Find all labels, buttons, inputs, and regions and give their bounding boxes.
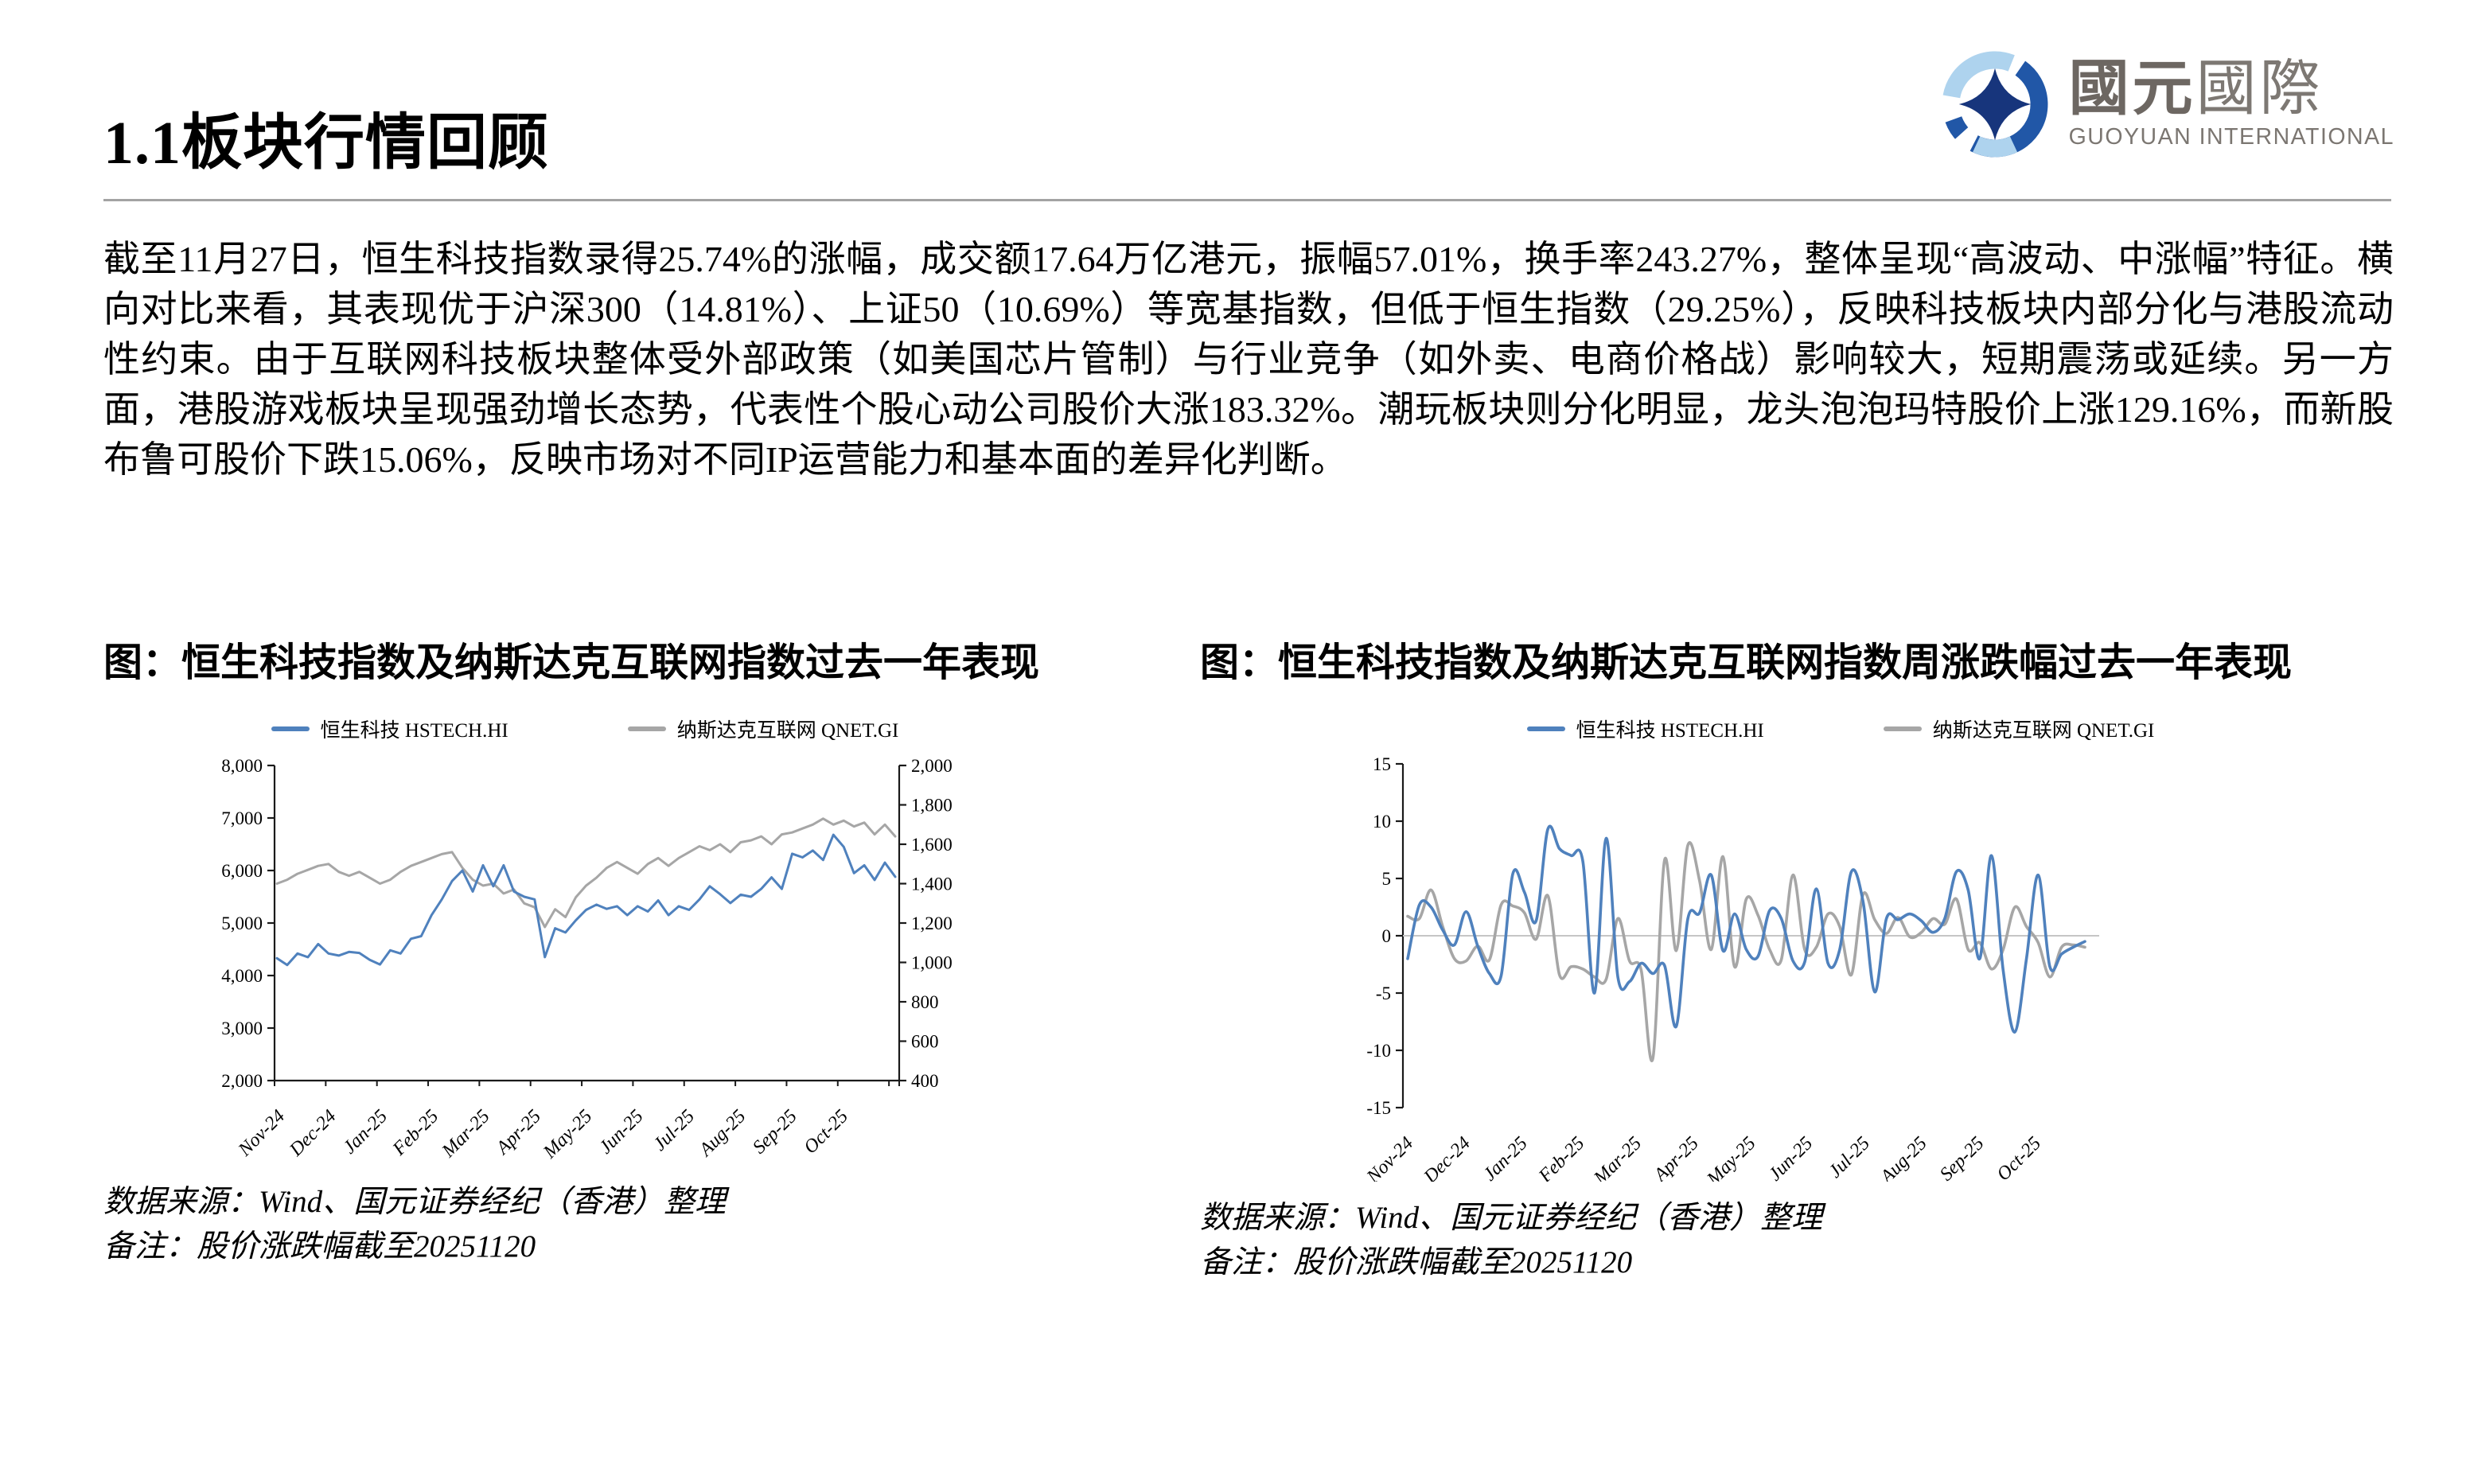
page-title: 1.1板块行情回顾 bbox=[103, 110, 549, 177]
hstech-qnet-price-chart: 2,000 3,000 4,000 5,000 6,000 7,000 8,000 400 60… bbox=[221, 756, 953, 1163]
price-chart-title: 图：恒生科技指数及纳斯达克互联网指数过去一年表现 bbox=[103, 641, 1040, 684]
logo-english-name: GUOYUAN INTERNATIONAL bbox=[2068, 123, 2394, 150]
price-chart-block: 图：恒生科技指数及纳斯达克互联网指数过去一年表现 恒生科技 HSTECH.HI … bbox=[103, 631, 1066, 1269]
weekly-chart-legend: 恒生科技 HSTECH.HI 纳斯达克互联网 QNET.GI bbox=[1200, 715, 2330, 743]
legend-item-qnet: 纳斯达克互联网 QNET.GI bbox=[627, 715, 899, 743]
svg-text:Dec-24: Dec-24 bbox=[286, 1106, 341, 1161]
svg-text:2,000: 2,000 bbox=[221, 1071, 263, 1091]
svg-text:Jul-25: Jul-25 bbox=[649, 1106, 699, 1155]
svg-text:-5: -5 bbox=[1376, 983, 1391, 1003]
remark-note: 备注：股价涨跌幅截至20251120 bbox=[1200, 1245, 1633, 1280]
svg-text:Nov-24: Nov-24 bbox=[1362, 1133, 1417, 1182]
legend-label-hstech: 恒生科技 HSTECH.HI bbox=[1576, 720, 1764, 742]
title-separator bbox=[103, 199, 2391, 201]
svg-text:5: 5 bbox=[1382, 869, 1392, 889]
svg-text:6,000: 6,000 bbox=[221, 861, 263, 881]
svg-text:Aug-25: Aug-25 bbox=[695, 1106, 750, 1162]
svg-text:Mar-25: Mar-25 bbox=[1590, 1133, 1646, 1182]
legend-item-qnet: 纳斯达克互联网 QNET.GI bbox=[1883, 715, 2155, 743]
weekly-change-chart-block: 图：恒生科技指数及纳斯达克互联网指数周涨跌幅过去一年表现 恒生科技 HSTECH… bbox=[1200, 631, 2330, 1285]
svg-text:1,800: 1,800 bbox=[911, 796, 953, 816]
svg-text:1,400: 1,400 bbox=[911, 874, 953, 894]
legend-item-hstech: 恒生科技 HSTECH.HI bbox=[271, 715, 508, 743]
svg-text:Oct-25: Oct-25 bbox=[801, 1106, 853, 1159]
qnet-line-swatch bbox=[627, 726, 666, 731]
data-source-note: 数据来源：Wind、国元证券经纪（香港）整理 bbox=[1200, 1201, 1823, 1235]
svg-text:Sep-25: Sep-25 bbox=[749, 1106, 801, 1159]
svg-text:0: 0 bbox=[1382, 926, 1392, 946]
svg-text:5,000: 5,000 bbox=[221, 913, 263, 933]
svg-text:Feb-25: Feb-25 bbox=[388, 1106, 442, 1160]
svg-text:May-25: May-25 bbox=[539, 1106, 596, 1163]
svg-text:800: 800 bbox=[911, 992, 939, 1012]
legend-item-hstech: 恒生科技 HSTECH.HI bbox=[1526, 715, 1764, 743]
hstech-line-swatch bbox=[271, 726, 310, 731]
svg-text:Apr-25: Apr-25 bbox=[491, 1106, 545, 1160]
legend-label-qnet: 纳斯达克互联网 QNET.GI bbox=[1932, 720, 2155, 742]
svg-text:15: 15 bbox=[1373, 754, 1391, 774]
svg-text:8,000: 8,000 bbox=[221, 756, 263, 776]
svg-text:-10: -10 bbox=[1366, 1041, 1391, 1061]
svg-text:Oct-25: Oct-25 bbox=[1993, 1133, 2046, 1182]
legend-label-hstech: 恒生科技 HSTECH.HI bbox=[320, 720, 508, 742]
logo-text: 國元國際 GUOYUAN INTERNATIONAL bbox=[2068, 56, 2394, 150]
weekly-chart-notes: 数据来源：Wind、国元证券经纪（香港）整理 备注：股价涨跌幅截至2025112… bbox=[1200, 1196, 2330, 1285]
svg-text:2,000: 2,000 bbox=[911, 756, 953, 776]
svg-text:May-25: May-25 bbox=[1703, 1133, 1760, 1182]
legend-label-qnet: 纳斯达克互联网 QNET.GI bbox=[676, 720, 899, 742]
remark-note: 备注：股价涨跌幅截至20251120 bbox=[103, 1229, 536, 1264]
svg-text:Dec-24: Dec-24 bbox=[1420, 1133, 1475, 1182]
svg-text:3,000: 3,000 bbox=[221, 1019, 263, 1038]
svg-text:1,200: 1,200 bbox=[911, 913, 953, 933]
svg-text:Jun-25: Jun-25 bbox=[595, 1106, 648, 1159]
svg-text:Apr-25: Apr-25 bbox=[1649, 1133, 1703, 1182]
svg-text:Feb-25: Feb-25 bbox=[1534, 1133, 1588, 1182]
svg-text:400: 400 bbox=[911, 1071, 939, 1091]
svg-text:600: 600 bbox=[911, 1032, 939, 1052]
svg-text:Mar-25: Mar-25 bbox=[438, 1106, 494, 1163]
market-review-paragraph: 截至11月27日，恒生科技指数录得25.74%的涨幅，成交额17.64万亿港元，… bbox=[103, 239, 2394, 480]
guoyuan-logo-icon bbox=[1942, 51, 2047, 158]
svg-text:Jun-25: Jun-25 bbox=[1765, 1133, 1818, 1182]
svg-text:-15: -15 bbox=[1366, 1098, 1391, 1118]
weekly-change-chart-title: 图：恒生科技指数及纳斯达克互联网指数周涨跌幅过去一年表现 bbox=[1200, 641, 2293, 684]
price-chart-legend: 恒生科技 HSTECH.HI 纳斯达克互联网 QNET.GI bbox=[103, 715, 1066, 743]
svg-text:4,000: 4,000 bbox=[221, 966, 263, 986]
svg-text:Jul-25: Jul-25 bbox=[1825, 1133, 1874, 1182]
guoyuan-logo: 國元國際 GUOYUAN INTERNATIONAL bbox=[1937, 46, 2394, 162]
svg-text:7,000: 7,000 bbox=[221, 808, 263, 828]
hstech-line-swatch bbox=[1526, 726, 1565, 731]
svg-text:Sep-25: Sep-25 bbox=[1936, 1133, 1989, 1182]
data-source-note: 数据来源：Wind、国元证券经纪（香港）整理 bbox=[103, 1185, 727, 1219]
logo-chinese-name: 國元國際 bbox=[2068, 56, 2324, 123]
svg-text:Jan-25: Jan-25 bbox=[1479, 1133, 1532, 1182]
price-chart-notes: 数据来源：Wind、国元证券经纪（香港）整理 备注：股价涨跌幅截至2025112… bbox=[103, 1180, 1066, 1269]
svg-text:Nov-24: Nov-24 bbox=[234, 1106, 289, 1161]
qnet-line-swatch bbox=[1883, 726, 1922, 731]
svg-text:10: 10 bbox=[1373, 812, 1391, 832]
svg-text:Jan-25: Jan-25 bbox=[339, 1106, 392, 1159]
svg-text:Aug-25: Aug-25 bbox=[1876, 1133, 1931, 1182]
svg-text:1,600: 1,600 bbox=[911, 835, 953, 855]
svg-text:1,000: 1,000 bbox=[911, 953, 953, 973]
